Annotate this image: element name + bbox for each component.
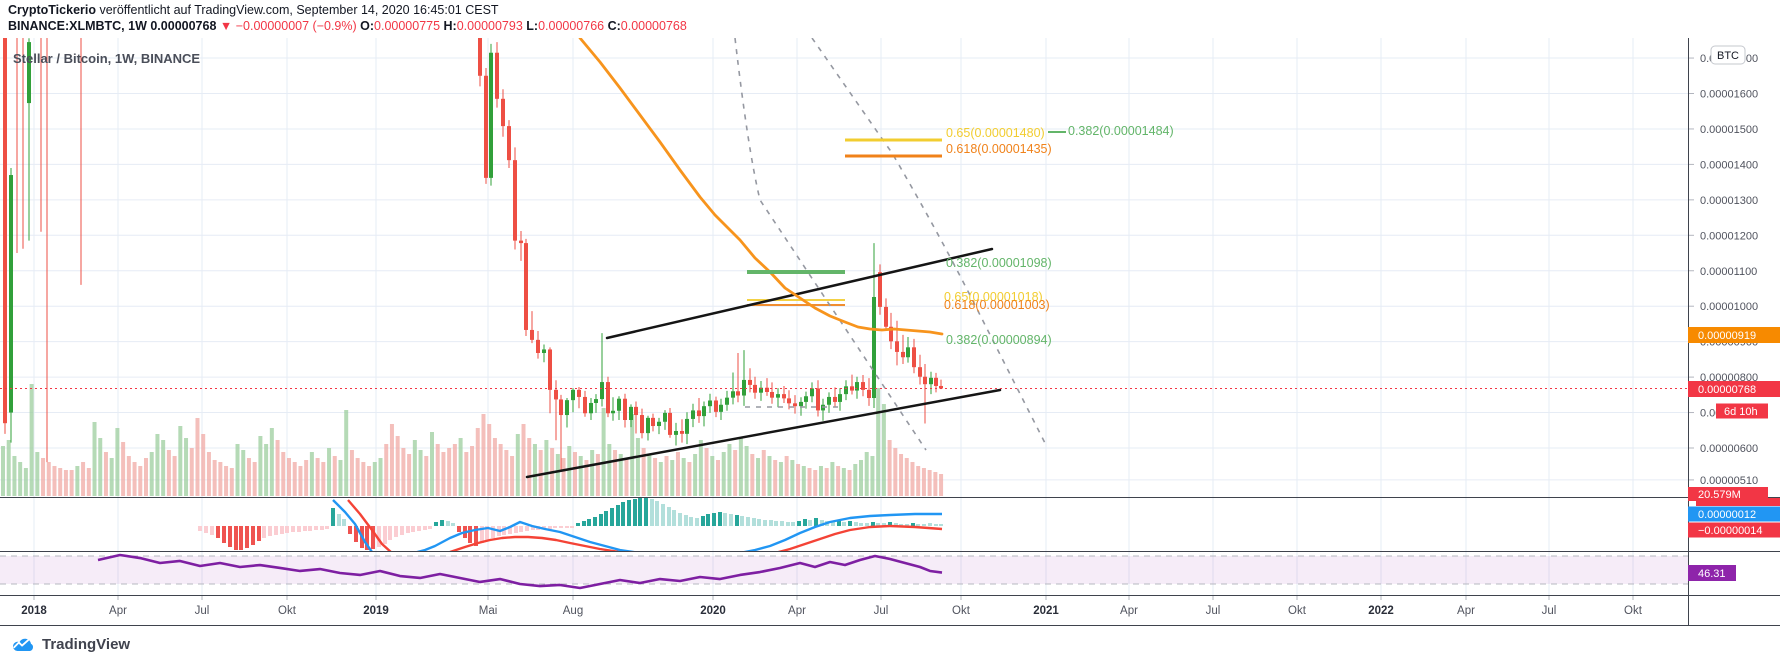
svg-text:Jul: Jul [874,605,889,617]
text-segment: BINANCE:XLMBTC, 1W [8,19,151,33]
svg-text:20.579M: 20.579M [1698,489,1741,501]
svg-text:Okt: Okt [1288,605,1307,617]
svg-text:2019: 2019 [363,605,389,617]
svg-text:2022: 2022 [1368,605,1394,617]
svg-text:0.00001100: 0.00001100 [1700,266,1757,278]
text-segment: 0.00000775 [374,19,444,33]
fib-label: 0.382(0.00001484) [1068,124,1174,138]
fib-levels[interactable]: 0.65(0.00001480) 0.618(0.00001435) 0.382(0… [747,124,1174,347]
text-segment: 0.00000793 [456,19,527,33]
svg-text:2020: 2020 [700,605,726,617]
svg-text:0.00001400: 0.00001400 [1700,159,1758,171]
tradingview-cloud-icon [13,638,34,651]
svg-text:Okt: Okt [1624,605,1643,617]
text-segment: C: [607,19,621,33]
rsi-pane [97,553,943,590]
text-segment: CryptoTickerio [8,3,96,17]
svg-text:0.00001500: 0.00001500 [1700,124,1758,136]
dashed-guides[interactable] [734,38,1048,451]
fib-label: 0.618(0.00001435) [946,142,1052,156]
fib-label: 0.65(0.00001480) [946,126,1045,140]
text-segment: H: [443,19,457,33]
svg-text:0.00000919: 0.00000919 [1698,330,1756,342]
text-segment: O: [360,19,375,33]
trendline-channel[interactable] [525,247,1002,479]
fib-lines-behind [747,299,845,306]
macd-pane [198,498,943,551]
svg-text:0.00000600: 0.00000600 [1700,443,1758,455]
svg-text:Okt: Okt [278,605,297,617]
svg-text:0.00000012: 0.00000012 [1698,509,1756,521]
svg-text:Apr: Apr [1457,605,1475,617]
text-segment: L: [526,19,539,33]
fib-label: 0.618(0.00001003) [944,298,1050,312]
svg-text:BTC: BTC [1717,50,1739,62]
time-axis[interactable]: 2018 Apr Jul Okt 2019 Mai Aug 2020 Apr Jul Okt 2021… [21,596,1643,617]
svg-text:0.00001200: 0.00001200 [1700,230,1758,242]
text-segment: ▼ −0.00000007 (−0.9%) [219,19,361,33]
text-segment: veröffentlicht auf TradingView.com, Sept… [96,3,499,17]
svg-text:Jul: Jul [1206,605,1221,617]
svg-text:−0.00000014: −0.00000014 [1698,525,1763,537]
svg-text:2021: 2021 [1033,605,1059,617]
svg-text:0.00001600: 0.00001600 [1700,89,1758,101]
svg-text:Apr: Apr [1120,605,1138,617]
fib-label: 0.382(0.00001098) [946,256,1052,270]
svg-text:0.00001000: 0.00001000 [1700,301,1758,313]
axis-badges: 0.00000919 0.00000768 6d 10h 20.579M 0.00000… [1688,327,1780,581]
svg-text:46.31: 46.31 [1698,568,1726,580]
volume-bars [1,384,944,496]
svg-text:Okt: Okt [952,605,971,617]
ma-line [578,38,944,336]
tradingview-logo[interactable]: TradingView [10,636,130,653]
svg-text:0.00000510: 0.00000510 [1700,475,1758,487]
svg-text:Aug: Aug [563,605,583,617]
tradingview-logo-text: TradingView [42,636,131,653]
text-segment: 0.00000768 [150,19,220,33]
fib-label: 0.382(0.00000894) [946,333,1052,347]
svg-text:6d 10h: 6d 10h [1724,406,1758,418]
svg-text:Apr: Apr [109,605,127,617]
svg-text:2018: 2018 [21,605,47,617]
attribution-line: CryptoTickerio veröffentlicht auf Tradin… [8,2,687,18]
svg-text:Apr: Apr [788,605,806,617]
rsi-band [0,555,1688,585]
chart-legend-title[interactable]: Stellar / Bitcoin, 1W, BINANCE [13,51,201,66]
price-axis[interactable]: 0.000017000.000016000.000015000.00001400… [1689,53,1758,487]
svg-text:Mai: Mai [479,605,498,617]
currency-badge[interactable]: BTC [1710,45,1746,65]
candlesticks [3,38,943,472]
svg-text:Jul: Jul [1542,605,1557,617]
svg-text:Jul: Jul [195,605,210,617]
svg-text:0.00001300: 0.00001300 [1700,195,1758,207]
fib-label: 0.65(0.00001018) [944,290,1043,304]
header-attribution-bar: CryptoTickerio veröffentlicht auf Tradin… [8,2,687,34]
grid-lines [0,38,1688,595]
svg-text:0.00000768: 0.00000768 [1698,384,1756,396]
text-segment: 0.00000768 [620,19,687,33]
symbol-info-line: BINANCE:XLMBTC, 1W 0.00000768 ▼ −0.00000… [8,18,687,34]
text-segment: 0.00000766 [538,19,608,33]
